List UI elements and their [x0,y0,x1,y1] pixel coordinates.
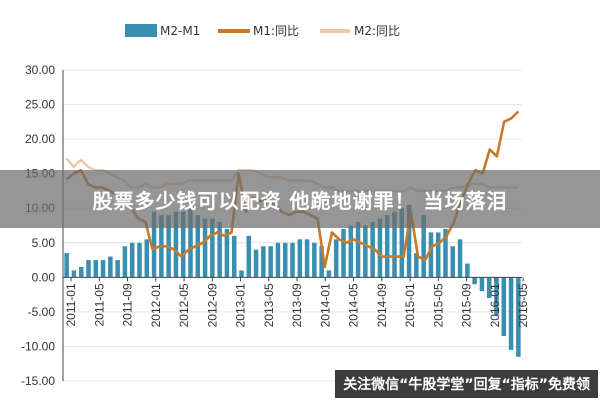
bar [297,239,303,278]
bar [355,222,361,278]
bar [516,277,521,357]
bar [341,228,346,278]
bar [392,211,397,278]
bar [78,266,84,278]
bar [71,270,77,278]
y-tick-label: -10.00 [21,339,55,353]
bar [93,260,99,278]
bar [188,208,193,278]
bar [210,218,215,278]
bar [377,218,383,278]
y-tick-label: 20.00 [25,132,55,146]
bar [304,239,310,278]
bar [319,246,324,278]
legend-label-m2: M2:同比 [354,24,400,38]
y-tick-label: -15.00 [21,374,55,388]
x-tick-label: 2013-09 [290,283,304,327]
bar [435,232,441,278]
watermark-text: 关注微信“牛股学堂”回复“指标”免费领 [343,377,590,393]
bar [399,208,405,278]
bar [384,215,390,278]
title-banner: 股票多少钱可以配资 他跪地谢罪！ 当场落泪 [0,170,600,228]
x-tick-label: 2012-05 [177,283,191,327]
bar [224,228,230,278]
bar-series-m2-m1 [64,204,521,357]
bar [282,242,288,278]
bar [64,253,69,278]
bar [501,277,507,337]
bar [414,253,419,278]
x-tick-label: 2011-09 [121,283,135,326]
x-tick-label: 2015-01 [403,283,417,327]
bar [108,256,113,278]
y-tick-label: -5.00 [28,305,56,319]
bar [202,218,208,278]
bar [268,246,273,278]
bar [180,211,186,278]
bar [173,211,179,278]
x-tick-label: 2016-01 [488,283,502,327]
bar [312,242,317,278]
bar [246,235,252,278]
bar [151,211,157,278]
bar [472,277,477,285]
x-tick-label: 2014-09 [375,283,389,327]
chart-legend: M2-M1 M1:同比 M2:同比 [125,24,400,38]
legend-label-m1: M1:同比 [253,24,299,38]
watermark-banner: 关注微信“牛股学堂”回复“指标”免费领 [335,370,598,398]
bar [115,260,120,278]
y-tick-label: 30.00 [25,63,55,77]
y-tick-label: 25.00 [25,98,55,112]
x-tick-label: 2014-05 [347,283,361,327]
bar [261,246,266,278]
x-tick-label: 2015-05 [431,283,445,327]
bar [122,246,128,278]
bar [494,277,499,316]
bar [290,242,295,278]
bar [253,249,259,278]
x-tick-label: 2011-01 [64,283,78,326]
bar [465,263,470,278]
legend-label-m2-m1: M2-M1 [160,24,200,38]
bar [406,204,412,278]
bar [137,242,142,278]
bar [486,277,492,299]
bar [363,225,368,278]
x-tick-label: 2015-09 [460,283,474,327]
bar [457,239,463,278]
bar [129,242,135,278]
x-tick-label: 2013-05 [262,283,276,327]
bar [144,239,150,278]
y-tick-label: 0.00 [32,270,56,284]
banner-title: 股票多少钱可以配资 他跪地谢罪！ 当场落泪 [92,188,508,213]
bar [508,277,514,350]
bar [428,232,434,278]
x-tick-label: 2016-05 [516,283,530,327]
bar [231,235,237,278]
x-tick-label: 2012-09 [205,283,219,327]
bar [333,239,339,278]
bar [239,270,244,278]
bar [217,222,222,278]
x-tick-label: 2014-01 [318,283,332,327]
bar [348,225,354,278]
y-tick-label: 5.00 [32,236,56,250]
x-tick-label: 2011-05 [92,283,106,326]
bar [275,242,281,278]
bar [443,228,448,278]
bar [100,260,106,278]
legend-swatch-m2-m1 [125,24,157,37]
x-tick-label: 2013-01 [234,283,248,327]
bar [86,260,91,278]
x-axis-ticks: 2011-01 2011-05 2011-09 2012-01 2012-05 2012-… [64,277,530,327]
bar [421,215,426,278]
x-tick-label: 2012-01 [149,283,163,327]
bar [326,270,332,278]
bar [450,246,456,278]
bar [479,277,485,292]
